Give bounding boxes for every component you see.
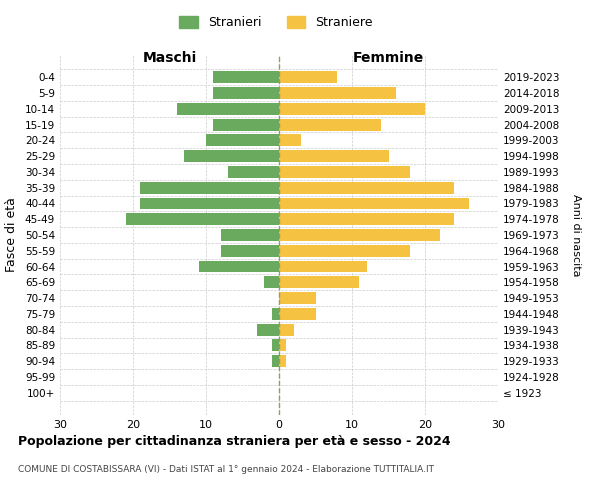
Bar bbox=[221, 229, 279, 241]
Bar bbox=[279, 72, 337, 83]
Bar bbox=[279, 324, 293, 336]
Bar bbox=[279, 214, 454, 225]
Bar bbox=[279, 103, 425, 115]
Text: Maschi: Maschi bbox=[142, 50, 197, 64]
Bar bbox=[221, 245, 279, 256]
Bar bbox=[279, 340, 286, 351]
Bar bbox=[279, 87, 396, 99]
Bar bbox=[214, 72, 279, 83]
Bar bbox=[279, 276, 359, 288]
Text: Popolazione per cittadinanza straniera per età e sesso - 2024: Popolazione per cittadinanza straniera p… bbox=[18, 435, 451, 448]
Bar bbox=[184, 150, 279, 162]
Bar bbox=[206, 134, 279, 146]
Bar bbox=[279, 260, 367, 272]
Y-axis label: Fasce di età: Fasce di età bbox=[5, 198, 18, 272]
Bar bbox=[214, 87, 279, 99]
Bar bbox=[265, 276, 279, 288]
Bar bbox=[228, 166, 279, 178]
Bar bbox=[279, 308, 316, 320]
Bar bbox=[126, 214, 279, 225]
Legend: Stranieri, Straniere: Stranieri, Straniere bbox=[174, 11, 378, 34]
Bar bbox=[279, 134, 301, 146]
Bar bbox=[279, 166, 410, 178]
Text: COMUNE DI COSTABISSARA (VI) - Dati ISTAT al 1° gennaio 2024 - Elaborazione TUTTI: COMUNE DI COSTABISSARA (VI) - Dati ISTAT… bbox=[18, 465, 434, 474]
Bar bbox=[279, 150, 389, 162]
Bar bbox=[279, 245, 410, 256]
Bar bbox=[199, 260, 279, 272]
Bar bbox=[279, 182, 454, 194]
Bar bbox=[279, 356, 286, 367]
Bar bbox=[279, 229, 440, 241]
Bar bbox=[279, 292, 316, 304]
Bar bbox=[279, 118, 381, 130]
Bar bbox=[279, 198, 469, 209]
Bar bbox=[177, 103, 279, 115]
Bar bbox=[272, 356, 279, 367]
Bar bbox=[214, 118, 279, 130]
Bar bbox=[140, 182, 279, 194]
Text: Femmine: Femmine bbox=[353, 50, 424, 64]
Y-axis label: Anni di nascita: Anni di nascita bbox=[571, 194, 581, 276]
Bar bbox=[272, 340, 279, 351]
Bar bbox=[272, 308, 279, 320]
Bar bbox=[257, 324, 279, 336]
Bar bbox=[140, 198, 279, 209]
